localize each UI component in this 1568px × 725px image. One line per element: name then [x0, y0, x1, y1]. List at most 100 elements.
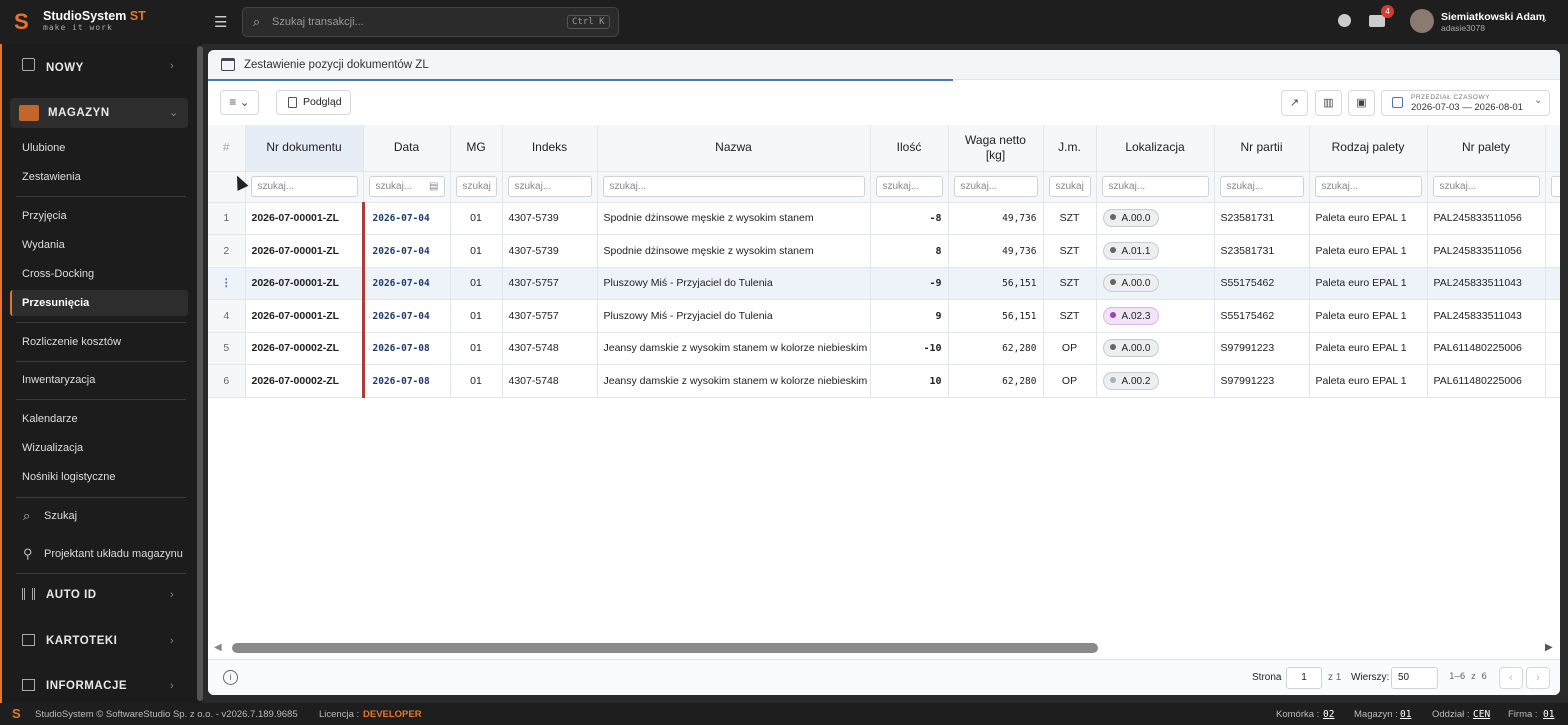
nav-item[interactable]: Rozliczenie kosztów [22, 336, 122, 348]
columns-button[interactable]: ▥ [1315, 90, 1342, 116]
grid: # Nr dokumentu Data MG Indeks Nazwa Ilość Waga … [208, 125, 1560, 650]
column-header[interactable]: Data [363, 125, 451, 172]
cell [1545, 299, 1560, 333]
data-row[interactable]: 1 2026-07-00001-ZL 2026-07-04 01 4307-5739 Sp… [208, 202, 1560, 235]
branch[interactable]: CEN [1473, 709, 1491, 720]
filter-input[interactable]: szukaj... ▤ [368, 176, 445, 197]
nav-item[interactable]: Zestawienia [22, 171, 81, 183]
scroll-left[interactable]: ◀ [214, 642, 222, 653]
logo[interactable]: S [14, 9, 29, 34]
filter-input[interactable]: szukaj... [507, 176, 592, 197]
filter-input[interactable]: szukaj... [1432, 176, 1540, 197]
doc-icon [288, 97, 297, 108]
cell: 2026-07-00002-ZL [245, 332, 364, 365]
filter-input[interactable] [1550, 176, 1560, 197]
column-header[interactable]: D [1545, 125, 1560, 172]
mail-icon[interactable] [1369, 15, 1385, 27]
page-input[interactable]: 1 [1286, 667, 1322, 689]
filter-input[interactable]: szukaj... [1101, 176, 1209, 197]
nav-item[interactable]: Projektant układu magazynu [44, 548, 183, 560]
nav-item[interactable]: Ulubione [22, 142, 66, 154]
nav-item[interactable]: Nośniki logistyczne [22, 471, 116, 483]
column-header[interactable]: Nazwa [597, 125, 871, 172]
filter-input[interactable]: szukaj... [602, 176, 865, 197]
rows-range: 1–6 z 6 [1449, 672, 1487, 682]
column-header[interactable]: Nr palety [1427, 125, 1546, 172]
next-page[interactable]: › [1526, 667, 1550, 689]
section-active[interactable] [10, 98, 188, 128]
info-icon[interactable] [1338, 14, 1351, 27]
nav-item[interactable]: Przyjęcia [22, 210, 67, 222]
data-row[interactable]: 4 2026-07-00001-ZL 2026-07-04 01 4307-5757 Pl… [208, 299, 1560, 333]
cell: 01 [450, 332, 503, 365]
filter-input[interactable]: szukaj... [953, 176, 1038, 197]
user-caret[interactable]: ⌄ [1540, 14, 1549, 25]
filter-input[interactable]: szukaj [1048, 176, 1091, 197]
location-dot [1109, 376, 1116, 383]
filter-cell: szukaj... [502, 171, 598, 203]
filter-input[interactable]: szukaj... [1314, 176, 1422, 197]
column-header[interactable]: # [208, 125, 246, 172]
badge: 4 [1381, 5, 1394, 18]
nav-item[interactable]: Kalendarze [22, 413, 78, 425]
data-row[interactable]: ⋮ 2026-07-00001-ZL 2026-07-04 01 4307-5757 Pl… [208, 267, 1560, 300]
cell: Jeansy damskie z wysokim stanem w kolorz… [597, 332, 871, 365]
company[interactable]: 01 [1543, 709, 1555, 720]
column-header[interactable]: MG [450, 125, 503, 172]
cell-text: 4307-5739 [508, 244, 559, 257]
search-placeholder: Szukaj transakcji... [272, 16, 364, 28]
info-button[interactable]: i [223, 670, 238, 685]
location-pill: A.00.0 [1102, 274, 1160, 293]
home-icon[interactable] [221, 58, 235, 71]
nav-item[interactable]: Wizualizacja [22, 442, 84, 454]
nav-item[interactable]: Przesunięcia [22, 297, 90, 309]
data-row[interactable]: 5 2026-07-00002-ZL 2026-07-08 01 4307-5748 Je… [208, 332, 1560, 365]
filter-input[interactable]: szukaj... [875, 176, 943, 197]
section[interactable]: INFORMACJE [46, 680, 128, 692]
column-header[interactable]: Ilość [870, 125, 949, 172]
data-row[interactable]: 6 2026-07-00002-ZL 2026-07-08 01 4307-5748 Je… [208, 364, 1560, 398]
cell-text: 4307-5748 [508, 374, 559, 387]
column-header[interactable]: Lokalizacja [1096, 125, 1215, 172]
location-dot [1109, 214, 1116, 221]
avatar[interactable] [1410, 9, 1434, 33]
cell: 01 [450, 202, 503, 235]
date-range[interactable]: PRZEDZIAŁ CZASOWY 2026-07-03 — 2026-08-0… [1381, 90, 1550, 116]
nav-item[interactable]: Cross-Docking [22, 268, 95, 280]
nav-item[interactable]: Szukaj [44, 510, 78, 522]
cell[interactable]: 02 [1323, 709, 1335, 720]
data-row[interactable]: 2 2026-07-00001-ZL 2026-07-04 01 4307-5739 Sp… [208, 234, 1560, 268]
column-header[interactable]: Indeks [502, 125, 598, 172]
section[interactable]: KARTOTEKI [46, 635, 118, 647]
prev-page[interactable]: ‹ [1499, 667, 1523, 689]
save-button[interactable]: ▣ [1348, 90, 1375, 116]
location: A.01.1 [1121, 245, 1151, 257]
divider [16, 497, 186, 498]
menu-toggle[interactable]: ☰ [214, 14, 228, 31]
chart-button[interactable]: ↗ [1281, 90, 1308, 116]
column-header[interactable]: Waga netto [kg] [948, 125, 1044, 172]
rows-input[interactable]: 50 [1391, 667, 1438, 689]
cell: 49,736 [948, 234, 1044, 268]
filter-input[interactable]: szukaj... [250, 176, 358, 197]
menu-button[interactable]: ≡ ⌄ [220, 90, 259, 115]
warehouse[interactable]: 01 [1400, 709, 1412, 720]
column-header[interactable]: Nr partii [1214, 125, 1310, 172]
scroll-thumb[interactable] [232, 643, 1098, 653]
column-header[interactable]: Nr dokumentu [245, 125, 364, 172]
calendar-icon: ▤ [429, 181, 439, 192]
nav-item[interactable]: Wydania [22, 239, 65, 251]
nav-item[interactable]: Inwentaryzacja [22, 374, 96, 386]
cell-text: Paleta euro EPAL 1 [1315, 244, 1407, 257]
filter-input[interactable]: szukaj... [1219, 176, 1304, 197]
section[interactable]: NOWY [46, 62, 84, 74]
cell-text: 56,151 [1002, 310, 1037, 322]
column-header[interactable]: Rodzaj palety [1309, 125, 1428, 172]
search[interactable]: ⌕ Szukaj transakcji... Ctrl K [242, 7, 619, 37]
filter-input[interactable]: szukaj [455, 176, 497, 197]
scroll-right[interactable]: ▶ [1545, 642, 1553, 653]
column-header[interactable]: J.m. [1043, 125, 1097, 172]
tab-title[interactable]: Zestawienie pozycji dokumentów ZL [244, 59, 429, 71]
cell: PAL245833511043 [1427, 267, 1546, 300]
section[interactable]: AUTO ID [46, 589, 97, 601]
